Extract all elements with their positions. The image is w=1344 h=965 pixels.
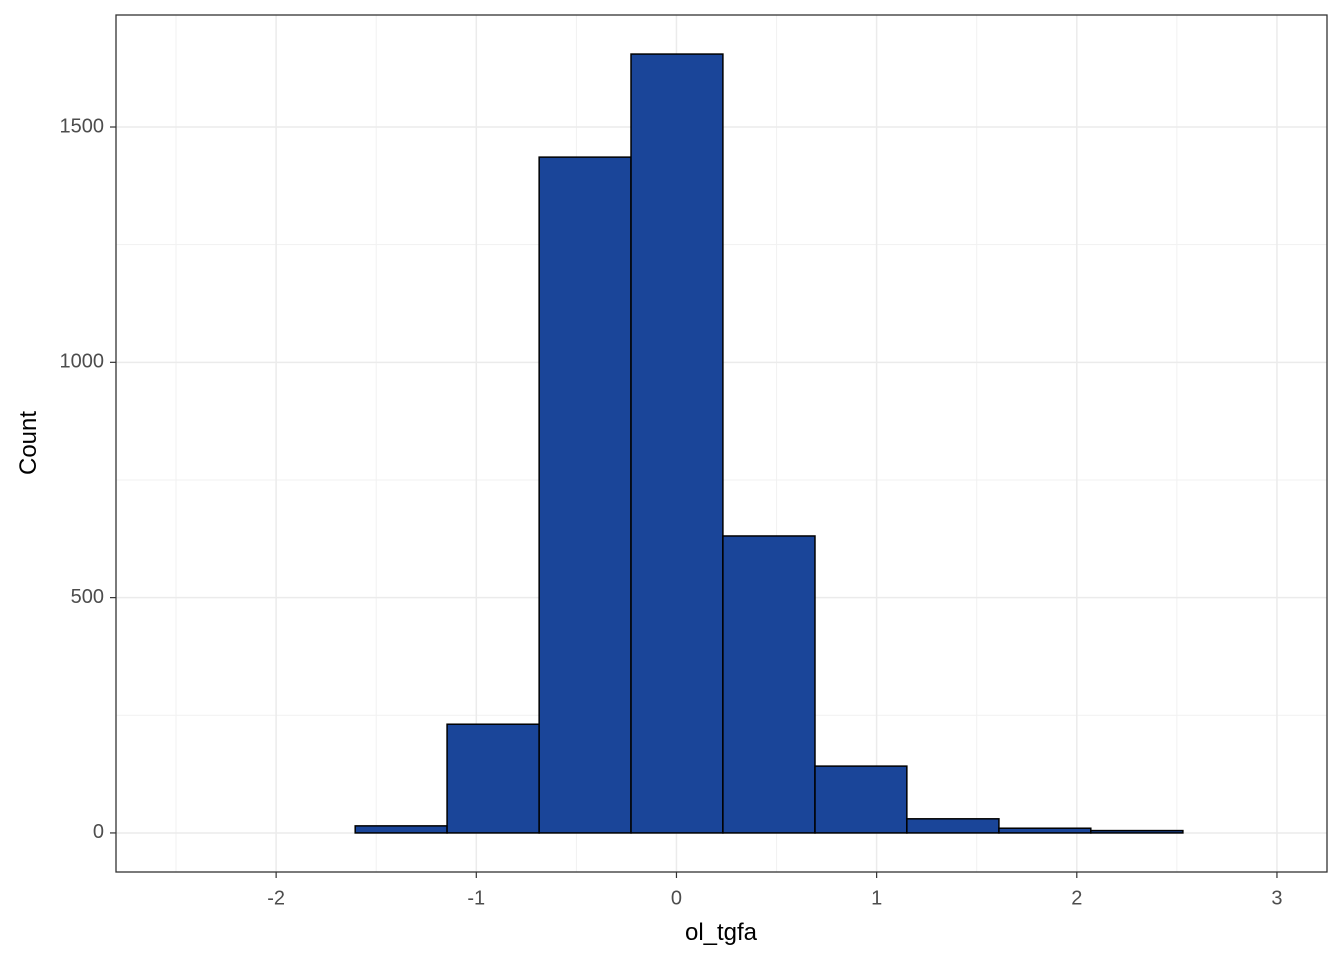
x-tick-label: 2 <box>1071 887 1082 909</box>
y-tick-label: 1500 <box>60 115 105 137</box>
bar <box>998 827 1092 834</box>
bar <box>906 818 1000 834</box>
y-tick-label: 1000 <box>60 351 105 373</box>
y-tick-label: 500 <box>71 586 104 608</box>
bar <box>538 156 632 834</box>
bar <box>722 535 816 834</box>
panel-border <box>115 14 1328 873</box>
x-tick-label: 3 <box>1271 887 1282 909</box>
bar <box>814 765 908 834</box>
bar <box>446 723 540 834</box>
bar <box>630 53 724 834</box>
y-axis-title: Count <box>15 411 42 475</box>
x-tick-label: 1 <box>871 887 882 909</box>
bar <box>1090 829 1184 834</box>
bar <box>354 825 448 834</box>
y-tick-label: 0 <box>93 821 104 843</box>
x-tick-label: 0 <box>671 887 682 909</box>
x-tick-label: -2 <box>267 887 285 909</box>
x-tick-label: -1 <box>467 887 485 909</box>
x-axis-title: ol_tgfa <box>685 919 758 946</box>
